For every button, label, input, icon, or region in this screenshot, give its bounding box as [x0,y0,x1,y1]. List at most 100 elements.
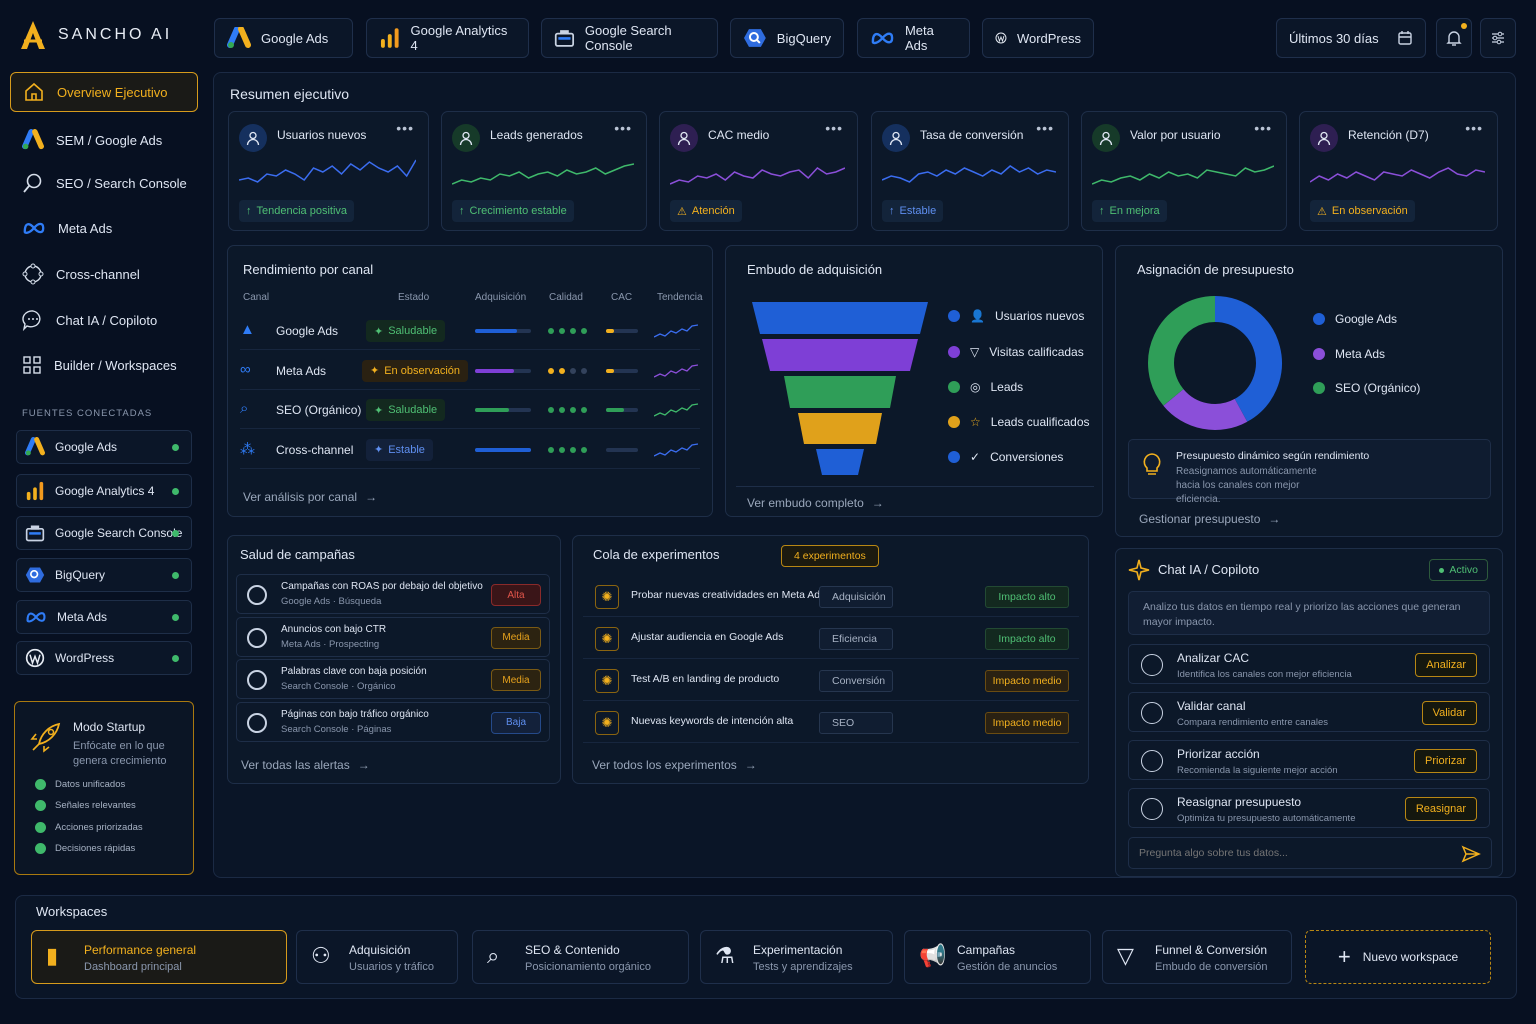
more-icon[interactable]: ••• [1254,120,1272,136]
action-subtitle: Compara rendimiento entre canales [1177,717,1329,728]
sidebar-item-chat[interactable]: Chat IA / Copiloto [10,300,198,340]
date-range-picker[interactable]: Últimos 30 días [1276,18,1426,58]
more-icon[interactable]: ••• [614,120,632,136]
more-icon[interactable]: ••• [825,120,843,136]
analytics-icon [26,481,44,501]
quality-dot [559,367,565,374]
action-button[interactable]: Validar [1421,701,1477,725]
sidebar-item-overview[interactable]: Overview Ejecutivo [10,72,198,112]
source-search-console[interactable]: Google Search Console [16,516,192,550]
experiment-item[interactable]: ✺ Nuevas keywords de intención alta SEO … [583,703,1079,743]
tab-meta-ads[interactable]: Meta Ads [857,18,970,58]
notifications-button[interactable] [1436,18,1472,58]
user-icon: 👤 [970,309,985,323]
source-google-ads[interactable]: Google Ads [16,430,192,464]
tab-google-analytics[interactable]: Google Analytics 4 [366,18,529,58]
new-workspace-button[interactable]: + Nuevo workspace [1305,930,1491,984]
workspaces-title: Workspaces [36,904,108,919]
more-icon[interactable]: ••• [1036,120,1054,136]
kpi-card[interactable]: Tasa de conversión ••• ↑ Estable [871,111,1069,231]
alert-item[interactable]: Anuncios con bajo CTR Meta Ads · Prospec… [236,616,550,657]
source-bigquery[interactable]: BigQuery [16,558,192,592]
workspace-card[interactable]: ⚇ Adquisición Usuarios y tráfico [296,930,458,984]
col-header: Adquisición [475,292,527,303]
kpi-card[interactable]: CAC medio ••• ⚠ Atención [659,111,858,231]
col-header: Tendencia [657,292,703,303]
workspace-card[interactable]: 📢 Campañas Gestión de anuncios [904,930,1091,984]
workspace-card[interactable]: ▽ Funnel & Conversión Embudo de conversi… [1102,930,1292,984]
budget-link[interactable]: Gestionar presupuesto → [1139,512,1280,526]
alert-item[interactable]: Páginas con bajo tráfico orgánico Search… [236,701,550,742]
chat-input[interactable] [1139,844,1439,862]
startup-check: Datos unificados [35,779,125,790]
workspace-card[interactable]: ⌕ SEO & Contenido Posicionamiento orgáni… [472,930,689,984]
kpi-label: Retención (D7) [1348,128,1429,142]
connected-dot [172,487,179,495]
funnel-legend-item: 👤 Usuarios nuevos [948,309,1084,323]
kpi-status-badge: ⚠ En observación [1310,200,1415,222]
action-button[interactable]: Reasignar [1404,797,1477,821]
tab-google-ads[interactable]: Google Ads [214,18,353,58]
source-analytics[interactable]: Google Analytics 4 [16,474,192,508]
table-row[interactable]: ⁂ Cross-channel ✦ Estable [240,431,700,469]
action-button[interactable]: Priorizar [1414,749,1477,773]
workspace-card[interactable]: ▮ Performance general Dashboard principa… [31,930,287,984]
kpi-card[interactable]: Valor por usuario ••• ↑ En mejora [1081,111,1287,231]
copilot-action[interactable]: Reasignar presupuesto Optimiza tu presup… [1128,788,1490,828]
copilot-action[interactable]: Priorizar acción Recomienda la siguiente… [1128,740,1490,780]
link-label: Ver todas las alertas [241,758,350,772]
card-title: Cola de experimentos [593,547,720,562]
action-icon [1141,750,1163,772]
source-wordpress[interactable]: WordPress [16,641,192,675]
source-meta-ads[interactable]: Meta Ads [16,600,192,634]
tab-search-console[interactable]: Google Search Console [541,18,718,58]
sidebar-item-crosschannel[interactable]: Cross-channel [10,254,198,294]
tab-wordpress[interactable]: WordPress [982,18,1094,58]
alert-item[interactable]: Campañas con ROAS por debajo del objetiv… [236,574,550,614]
kpi-label: CAC medio [708,128,770,142]
more-icon[interactable]: ••• [396,120,414,136]
channel-analysis-link[interactable]: Ver análisis por canal → [243,490,377,504]
quality-dot [559,446,565,453]
alert-item[interactable]: Palabras clave con baja posición Search … [236,659,550,699]
send-icon[interactable] [1461,844,1481,864]
kpi-sparkline [1310,167,1485,183]
kpi-card[interactable]: Leads generados ••• ↑ Crecimiento estable [441,111,647,231]
experiment-item[interactable]: ✺ Test A/B en landing de producto Conver… [583,661,1079,701]
workspace-card[interactable]: ⚗ Experimentación Tests y aprendizajes [700,930,893,984]
action-button[interactable]: Analizar [1415,653,1477,677]
table-row[interactable]: ⌕ SEO (Orgánico) ✦ Saludable [240,391,700,429]
link-label: Gestionar presupuesto [1139,512,1261,526]
copilot-action[interactable]: Validar canal Compara rendimiento entre … [1128,692,1490,732]
more-icon[interactable]: ••• [1465,120,1483,136]
table-row[interactable]: ▲ Google Ads ✦ Saludable [240,312,700,350]
kpi-card[interactable]: Usuarios nuevos ••• ↑ Tendencia positiva [228,111,429,231]
sidebar-item-seo[interactable]: SEO / Search Console [10,163,198,203]
tab-bigquery[interactable]: BigQuery [730,18,844,58]
tab-label: BigQuery [776,30,831,46]
copilot-action[interactable]: Analizar CAC Identifica los canales con … [1128,644,1490,684]
action-title: Priorizar acción [1177,747,1260,761]
status-label: Activo [1449,564,1478,576]
experiment-item[interactable]: ✺ Ajustar audiencia en Google Ads Eficie… [583,619,1079,659]
experiment-item[interactable]: ✺ Probar nuevas creatividades en Meta Ad… [583,577,1079,617]
kpi-card[interactable]: Retención (D7) ••• ⚠ En observación [1299,111,1498,231]
sidebar-item-builder[interactable]: Builder / Workspaces [10,345,198,385]
sidebar-item-label: Meta Ads [58,220,113,236]
status-icon: ⚠ [677,205,687,218]
sidebar-item-meta[interactable]: Meta Ads [10,208,198,248]
alerts-link[interactable]: Ver todas las alertas → [241,758,370,772]
funnel-legend-item: ◎ Leads [948,380,1023,394]
sidebar-item-sem[interactable]: SEM / Google Ads [10,120,198,160]
connected-dot [172,529,179,537]
app-logo[interactable]: SANCHO AI [18,18,172,52]
funnel-link[interactable]: Ver embudo completo → [747,496,884,510]
grid-icon [23,356,41,374]
kpi-sparkline [452,163,634,185]
table-row[interactable]: ∞ Meta Ads ✦ En observación [240,352,700,390]
experiments-link[interactable]: Ver todos los experimentos → [592,758,757,772]
quality-dot [581,367,587,374]
filters-button[interactable] [1480,18,1516,58]
acquisition-bar-track [475,408,531,412]
cac-bar-track [606,447,638,452]
